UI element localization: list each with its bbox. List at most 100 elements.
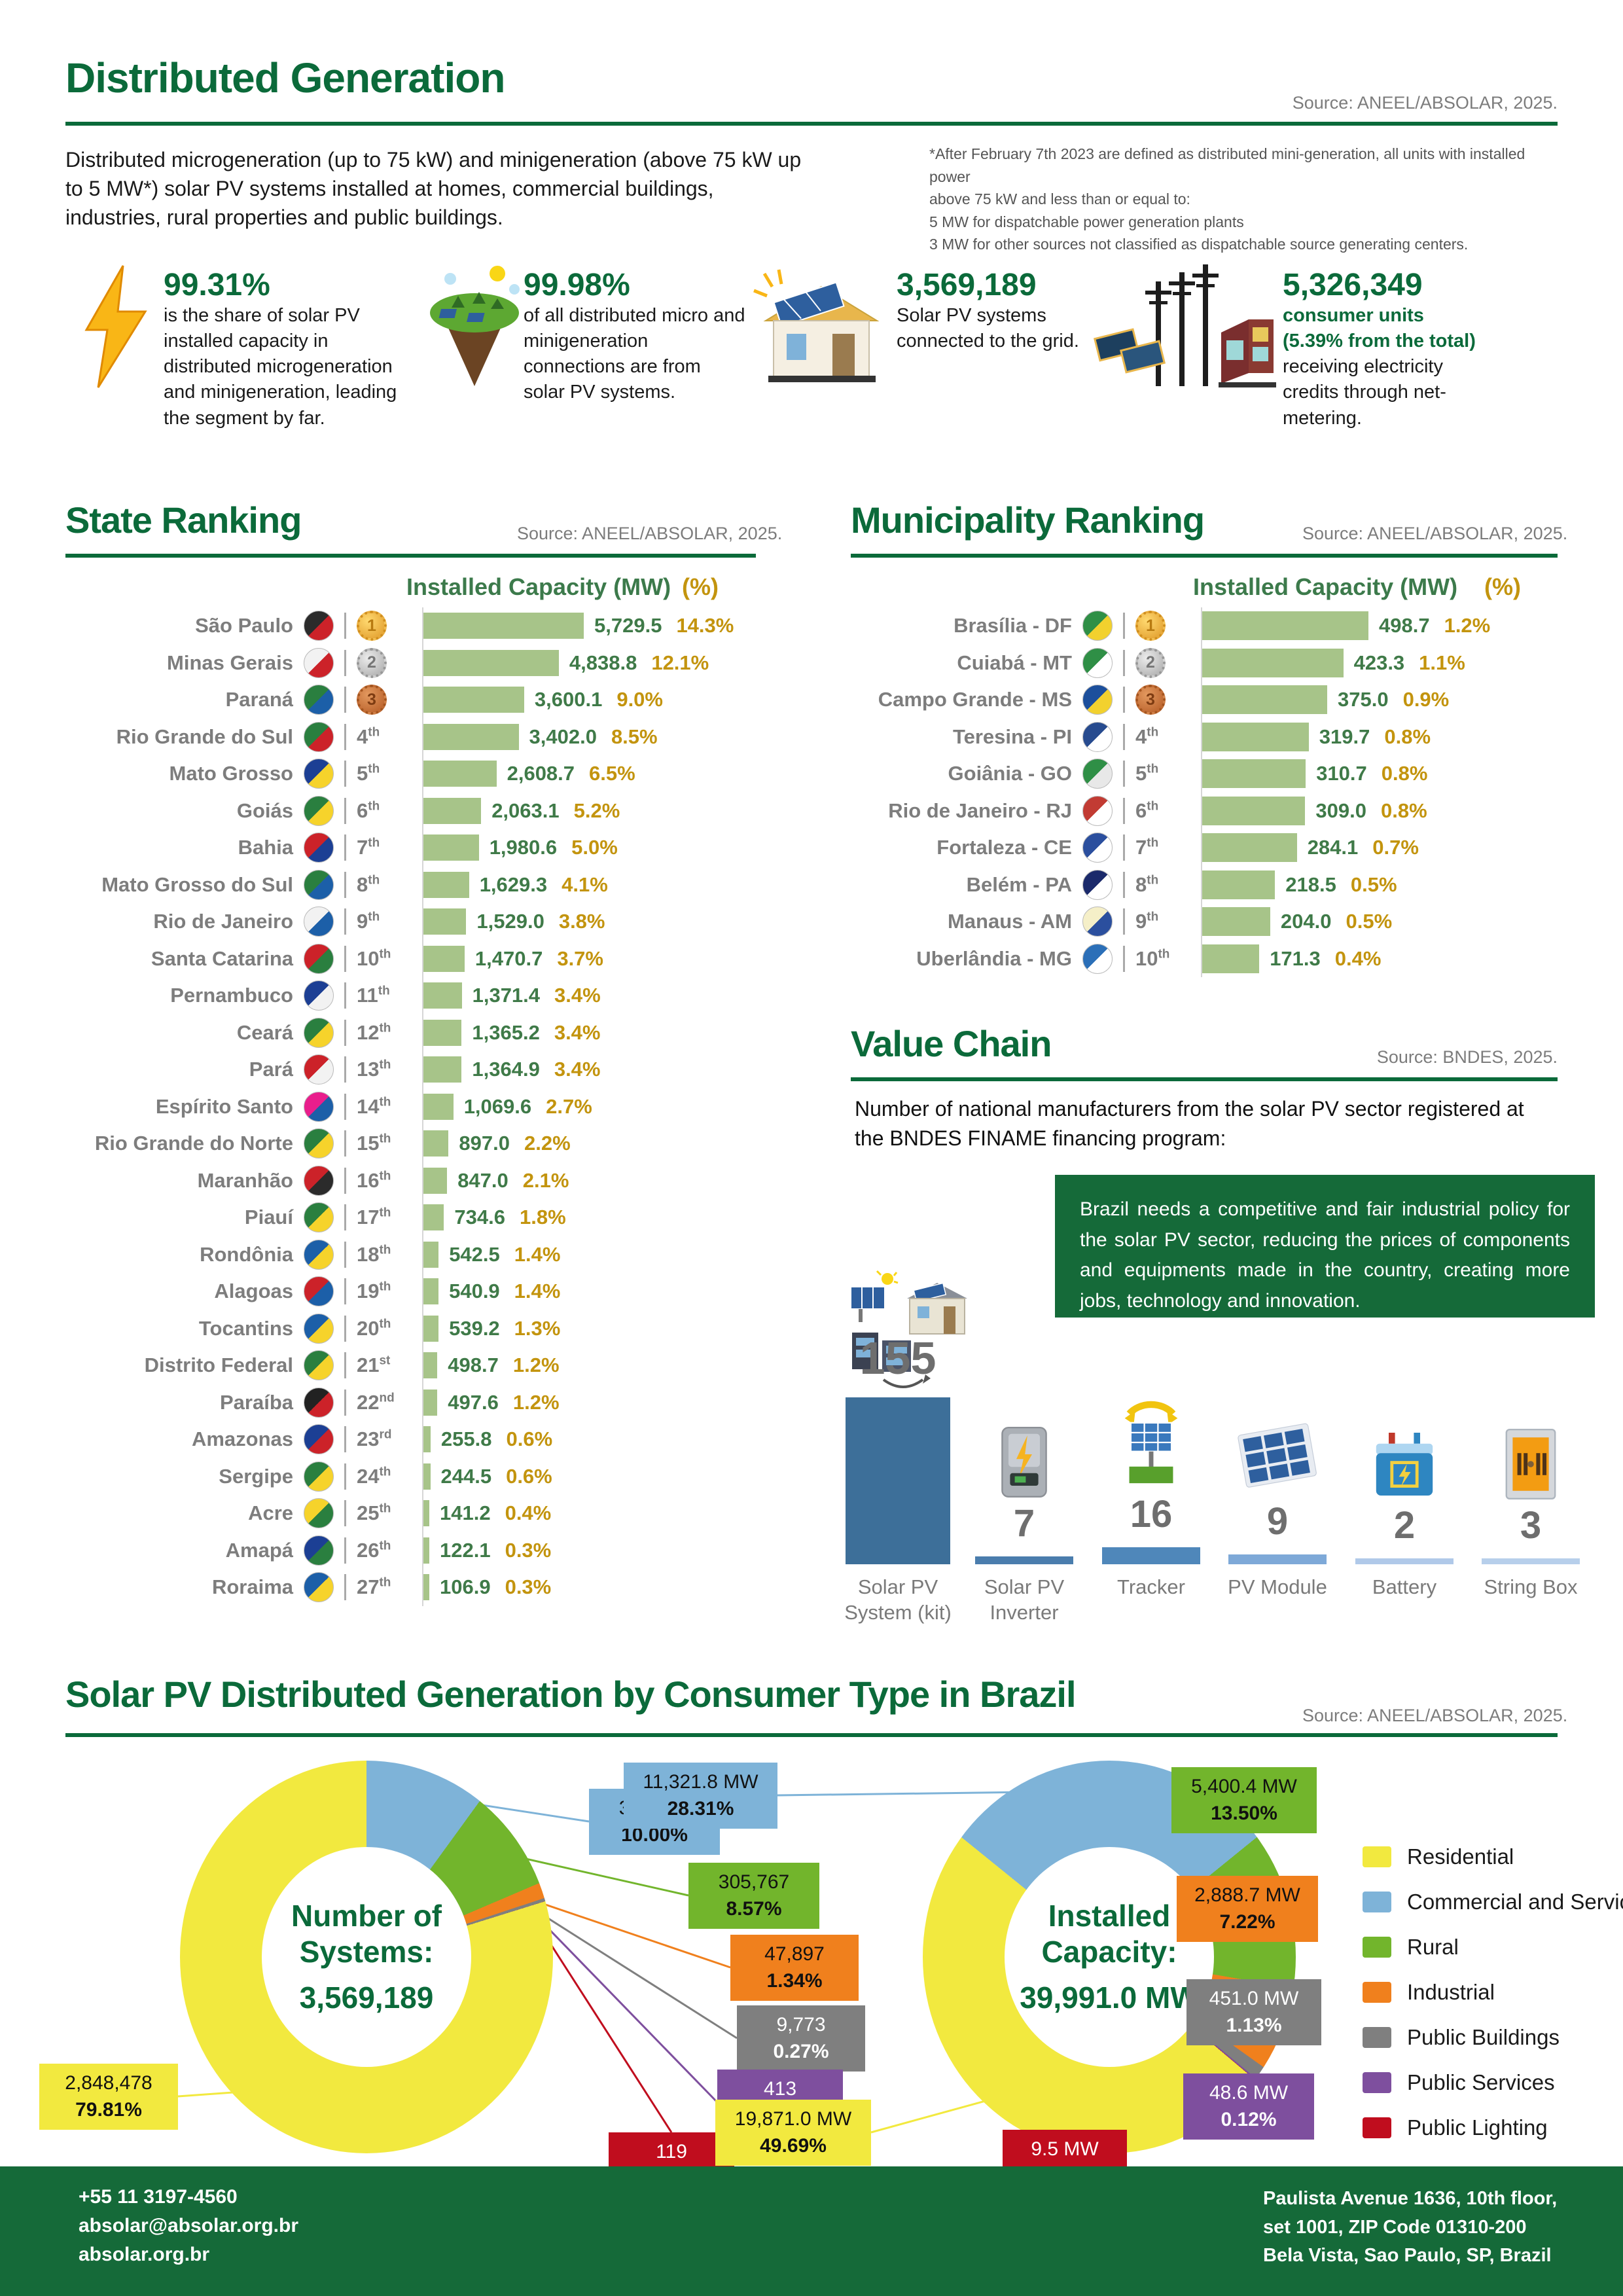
flag-icon: [304, 685, 334, 715]
rank-divider: [344, 1537, 346, 1564]
rank-row-name: Belém - PA: [966, 872, 1072, 896]
capacity-value: 310.7: [1316, 762, 1367, 785]
rank-ordinal: 16th: [357, 1168, 391, 1192]
capacity-bar: [423, 1241, 439, 1268]
string-box-icon: [1482, 1405, 1580, 1503]
rank-ordinal: 4th: [1135, 725, 1159, 748]
rank-cell: 5th: [357, 762, 422, 785]
capacity-bar: [1202, 648, 1344, 677]
capacity-bar: [423, 761, 497, 787]
callout-value: 47,897: [764, 1943, 825, 1965]
capacity-bar: [423, 982, 462, 1009]
value-chain-desc: Number of national manufacturers from th…: [855, 1097, 1524, 1150]
rank-row-name: Fortaleza - CE: [936, 836, 1072, 859]
flag-icon: [304, 1424, 334, 1455]
capacity-pct: 14.3%: [676, 614, 734, 637]
value-chain-bar: [1228, 1554, 1327, 1564]
capacity-pct: 0.3%: [505, 1538, 552, 1562]
rank-divider: [1123, 871, 1125, 898]
value-chain-label: PV Module: [1228, 1575, 1327, 1598]
systems-donut-hole: Number of Systems: 3,569,189: [262, 1847, 471, 2067]
capacity-bar: [423, 1167, 448, 1194]
capacity-bar-area: 1,470.7 3.7%: [422, 940, 818, 977]
rank-ordinal: 6th: [1135, 798, 1159, 822]
rank-row-name: Bahia: [238, 836, 293, 859]
flag-icon: [304, 795, 334, 826]
capacity-pct: 0.6%: [506, 1427, 553, 1451]
callout-value: 2,888.7 MW: [1194, 1884, 1300, 1906]
footer-website: absolar.org.br: [79, 2244, 210, 2265]
capacity-bar-area: 1,069.6 2.7%: [422, 1088, 818, 1125]
state-row: Acre 25th 141.2 0.4%: [65, 1495, 818, 1532]
callout-value: 48.6 MW: [1209, 2082, 1289, 2104]
callout-leader-line: [537, 1924, 673, 2133]
capacity-value: 497.6: [448, 1390, 499, 1414]
value-chain-bar: [1355, 1558, 1454, 1564]
flag-icon: [304, 943, 334, 974]
capacity-bar-area: 542.5 1.4%: [422, 1236, 818, 1273]
capacity-bar-area: 309.0 0.8%: [1201, 792, 1597, 829]
rank-divider: [344, 1019, 346, 1046]
capacity-bar: [423, 1093, 454, 1120]
capacity-bar-area: 5,729.5 14.3%: [422, 607, 818, 645]
rank-cell: 26th: [357, 1539, 422, 1562]
capacity-bar: [1202, 796, 1306, 825]
callout-value: 305,767: [718, 1871, 790, 1893]
rank-cell: 20th: [357, 1317, 422, 1340]
value-chain-bar: [975, 1556, 1073, 1564]
gold-medal-icon: 1: [1135, 611, 1166, 641]
rank-divider: [344, 945, 346, 972]
value-chain-label: Solar PV System (kit): [844, 1575, 952, 1624]
rank-cell: 10th: [357, 947, 422, 971]
state-row: Santa Catarina 10th 1,470.7 3.7%: [65, 940, 818, 977]
flag-icon: [1082, 795, 1113, 826]
gold-medal-icon: 1: [357, 611, 387, 641]
callout-value: 5,400.4 MW: [1191, 1776, 1297, 1797]
rank-ordinal: 11th: [357, 984, 390, 1007]
rank-cell: 22nd: [357, 1391, 422, 1414]
state-row: Maranhão 16th 847.0 2.1%: [65, 1162, 818, 1199]
municipality-row: Rio de Janeiro - RJ 6th 309.0 0.8%: [851, 792, 1597, 829]
callout-value: 9.5 MW: [1031, 2138, 1099, 2160]
flag-icon: [304, 1128, 334, 1159]
rank-cell: 1: [1135, 611, 1201, 641]
flag-icon: [1082, 685, 1113, 715]
rank-ordinal: 22nd: [357, 1390, 395, 1414]
capacity-bar: [423, 1500, 429, 1527]
consumer-type-title: Solar PV Distributed Generation by Consu…: [65, 1674, 1076, 1715]
legend-swatch: [1363, 1846, 1391, 1867]
rank-ordinal: 6th: [357, 798, 380, 822]
capacity-value: 122.1: [440, 1538, 491, 1562]
callout-pct: 28.31%: [667, 1797, 734, 1820]
rank-divider: [344, 908, 346, 935]
stat-card-systems: 3,569,189 Solar PV systems connected to …: [897, 267, 1113, 354]
value-chain-divider: [851, 1077, 1558, 1081]
callout-pct: 49.69%: [760, 2134, 827, 2157]
rank-divider: [344, 1093, 346, 1120]
rank-row-name: São Paulo: [195, 614, 293, 637]
rank-ordinal: 25th: [357, 1501, 391, 1525]
callout-value: 2,848,478: [65, 2072, 152, 2094]
legend-item-industrial: Industrial: [1363, 1980, 1495, 2005]
capacity-bar-area: 897.0 2.2%: [422, 1125, 818, 1162]
capacity-pct: 0.4%: [505, 1501, 552, 1525]
flag-icon: [304, 721, 334, 752]
callout-value: 19,871.0 MW: [734, 2108, 852, 2130]
rank-cell: 5th: [1135, 762, 1201, 785]
rank-ordinal: 7th: [357, 836, 380, 859]
rank-cell: 6th: [357, 799, 422, 823]
rank-row-name: Amazonas: [191, 1427, 293, 1451]
capacity-bar-area: 847.0 2.1%: [422, 1162, 818, 1199]
state-ranking-list: São Paulo 1 5,729.5 14.3% Minas Gerais 2 4,838…: [65, 607, 818, 1606]
rank-cell: 4th: [357, 725, 422, 749]
stat-desc: of all distributed micro and minigenerat…: [524, 305, 745, 403]
rank-ordinal: 9th: [357, 910, 380, 933]
rank-ordinal: 26th: [357, 1538, 391, 1562]
state-row: Pernambuco 11th 1,371.4 3.4%: [65, 977, 818, 1014]
rank-cell: 19th: [357, 1280, 422, 1303]
consumer-type-source: Source: ANEEL/ABSOLAR, 2025.: [1302, 1706, 1568, 1725]
capacity-value: 218.5: [1285, 872, 1336, 896]
capacity-bar: [1202, 870, 1275, 899]
capacity-value: 255.8: [440, 1427, 492, 1451]
callout-leader-line: [532, 1907, 738, 2039]
